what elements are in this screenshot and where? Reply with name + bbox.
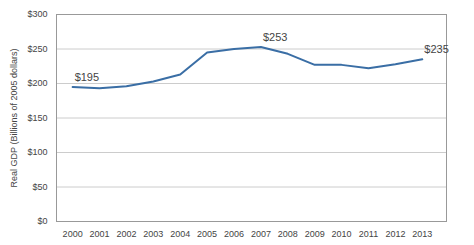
svg-text:2009: 2009 [305, 229, 325, 239]
svg-text:2000: 2000 [63, 229, 83, 239]
svg-text:2005: 2005 [197, 229, 217, 239]
svg-text:$300: $300 [27, 9, 47, 19]
svg-text:$195: $195 [75, 71, 99, 83]
svg-text:$253: $253 [263, 31, 287, 43]
svg-text:2002: 2002 [116, 229, 136, 239]
svg-text:$0: $0 [37, 216, 47, 226]
svg-text:2012: 2012 [385, 229, 405, 239]
svg-text:2011: 2011 [359, 229, 378, 239]
svg-text:2007: 2007 [251, 229, 271, 239]
svg-text:$150: $150 [27, 113, 47, 123]
svg-text:$100: $100 [27, 147, 47, 157]
svg-text:2003: 2003 [143, 229, 163, 239]
svg-text:2010: 2010 [332, 229, 352, 239]
svg-text:2004: 2004 [170, 229, 190, 239]
svg-text:2001: 2001 [90, 229, 110, 239]
svg-text:$250: $250 [27, 44, 47, 54]
svg-text:2013: 2013 [412, 229, 432, 239]
svg-text:2006: 2006 [224, 229, 244, 239]
svg-text:Real GDP (Billions of 2005 dol: Real GDP (Billions of 2005 dollars) [9, 49, 19, 188]
svg-text:$200: $200 [27, 78, 47, 88]
svg-text:$50: $50 [32, 182, 47, 192]
svg-text:2008: 2008 [278, 229, 298, 239]
svg-text:$235: $235 [424, 43, 448, 55]
